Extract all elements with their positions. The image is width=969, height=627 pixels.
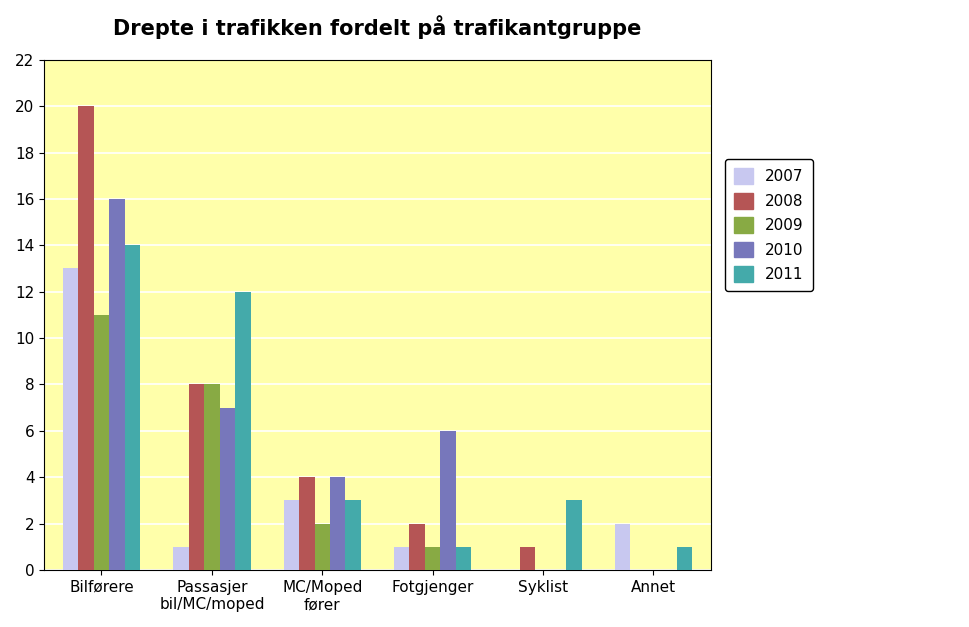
Bar [455,547,471,570]
Bar [519,547,535,570]
Bar [346,500,360,570]
Bar [125,245,141,570]
Bar [440,431,455,570]
Bar [109,199,125,570]
Title: Drepte i trafikken fordelt på trafikantgruppe: Drepte i trafikken fordelt på trafikantg… [113,15,641,39]
Bar [614,524,630,570]
Bar [410,524,425,570]
Bar [220,408,235,570]
Bar [173,547,189,570]
Bar [204,384,220,570]
Bar [315,524,330,570]
Bar [63,268,78,570]
Bar [425,547,440,570]
Bar [78,106,94,570]
Bar [676,547,692,570]
Bar [299,477,315,570]
Legend: 2007, 2008, 2009, 2010, 2011: 2007, 2008, 2009, 2010, 2011 [725,159,813,291]
Bar [94,315,109,570]
Bar [189,384,204,570]
Bar [330,477,346,570]
Bar [394,547,410,570]
Bar [566,500,581,570]
Bar [284,500,299,570]
Bar [235,292,251,570]
